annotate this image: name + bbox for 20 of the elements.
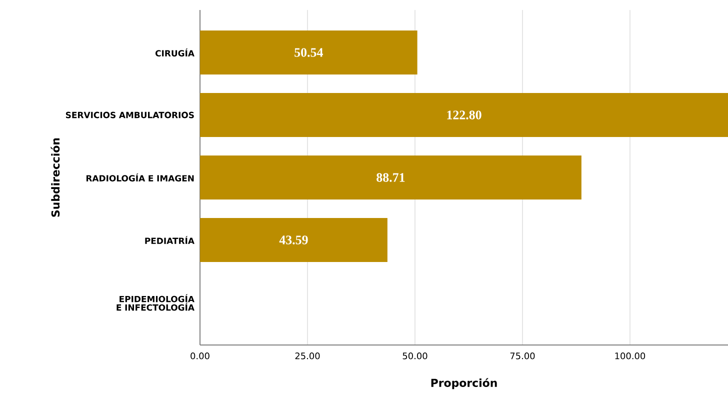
x-tick-label: 75.00 xyxy=(510,352,535,360)
bar xyxy=(200,155,582,200)
x-tick-label: 50.00 xyxy=(402,352,428,360)
data-label: 50.54 xyxy=(294,48,323,57)
x-tick-label: 25.00 xyxy=(295,352,320,360)
y-tick-label: PEDIATRÍA xyxy=(145,236,194,244)
y-tick-label: RADIOLOGÍA E IMAGEN xyxy=(86,174,194,182)
y-tick-label: EPIDEMIOLOGÍA E INFECTOLOGÍA xyxy=(116,294,194,311)
bar xyxy=(200,218,388,262)
x-tick-label: 100.00 xyxy=(615,352,646,360)
bar xyxy=(200,30,418,74)
x-axis-title: Proporción xyxy=(431,378,497,390)
data-label: 122.80 xyxy=(447,110,482,120)
y-tick-label: CIRUGÍA xyxy=(155,48,194,56)
y-tick-label: SERVICIOS AMBULATORIOS xyxy=(66,112,194,118)
x-tick-label: 0.00 xyxy=(190,352,210,360)
data-label: 88.71 xyxy=(376,173,405,182)
bar xyxy=(200,92,728,137)
data-label: 43.59 xyxy=(279,236,308,244)
y-axis-title: Subdirección xyxy=(50,138,60,217)
